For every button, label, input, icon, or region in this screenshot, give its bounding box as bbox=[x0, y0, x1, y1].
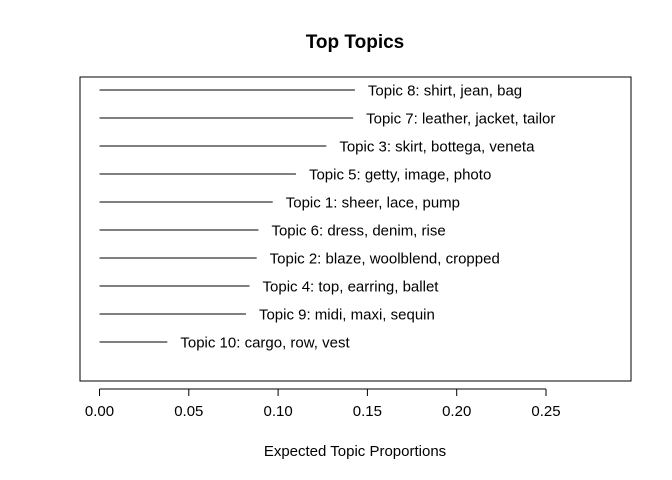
x-tick-label: 0.20 bbox=[442, 403, 471, 420]
bar-label: Topic 1: sheer, lace, pump bbox=[286, 195, 460, 212]
bar-label: Topic 6: dress, denim, rise bbox=[271, 223, 445, 240]
bar-label: Topic 8: shirt, jean, bag bbox=[368, 83, 522, 100]
x-tick-label: 0.05 bbox=[174, 403, 203, 420]
x-axis: 0.00 0.05 0.10 0.15 0.20 0.25 bbox=[85, 388, 561, 420]
x-tick-label: 0.25 bbox=[531, 403, 560, 420]
x-tick-label: 0.10 bbox=[263, 403, 292, 420]
bar-label: Topic 10: cargo, row, vest bbox=[180, 335, 350, 352]
x-tick-label: 0.15 bbox=[353, 403, 382, 420]
bar-label: Topic 3: skirt, bottega, veneta bbox=[339, 139, 535, 156]
plot-area bbox=[79, 76, 632, 382]
x-axis-label: Expected Topic Proportions bbox=[264, 443, 446, 460]
chart-title: Top Topics bbox=[306, 32, 405, 53]
x-tick-label: 0.00 bbox=[85, 403, 114, 420]
bar-label: Topic 7: leather, jacket, tailor bbox=[366, 111, 555, 128]
bar-label: Topic 5: getty, image, photo bbox=[309, 167, 491, 184]
bar-label: Topic 4: top, earring, ballet bbox=[263, 279, 440, 296]
bar-label: Topic 9: midi, maxi, sequin bbox=[259, 307, 435, 324]
bars: Topic 8: shirt, jean, bag Topic 7: leathe… bbox=[99, 83, 555, 352]
bar-label: Topic 2: blaze, woolblend, cropped bbox=[270, 251, 500, 268]
